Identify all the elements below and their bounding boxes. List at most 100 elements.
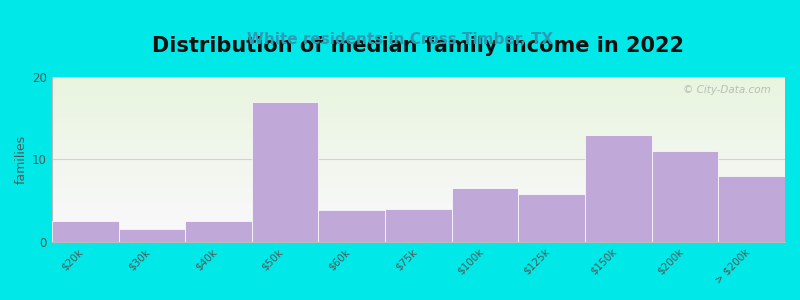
Bar xyxy=(52,77,785,78)
Bar xyxy=(52,132,785,133)
Bar xyxy=(52,82,785,83)
Bar xyxy=(52,187,785,188)
Bar xyxy=(52,184,785,185)
Bar xyxy=(52,154,785,155)
Bar xyxy=(52,106,785,107)
Bar xyxy=(52,167,785,168)
Bar xyxy=(52,174,785,175)
Bar xyxy=(52,208,785,209)
Bar xyxy=(52,228,785,229)
Bar xyxy=(52,98,785,99)
Bar xyxy=(52,97,785,98)
Bar xyxy=(52,222,785,223)
Bar xyxy=(52,168,785,169)
Bar xyxy=(52,193,785,194)
Bar xyxy=(452,188,518,242)
Bar xyxy=(52,152,785,153)
Bar xyxy=(52,101,785,102)
Bar xyxy=(52,80,785,81)
Bar xyxy=(52,214,785,215)
Bar xyxy=(52,237,785,238)
Bar xyxy=(52,218,785,219)
Bar xyxy=(52,133,785,134)
Bar xyxy=(52,183,785,184)
Bar xyxy=(52,171,785,172)
Bar xyxy=(52,201,785,202)
Bar xyxy=(52,204,785,205)
Bar xyxy=(52,103,785,104)
Bar xyxy=(118,229,185,242)
Bar xyxy=(52,216,785,217)
Bar xyxy=(52,155,785,156)
Bar xyxy=(52,92,785,93)
Bar xyxy=(52,111,785,112)
Bar xyxy=(52,149,785,150)
Bar xyxy=(52,160,785,161)
Bar xyxy=(52,124,785,125)
Bar xyxy=(52,158,785,159)
Bar xyxy=(52,114,785,115)
Bar xyxy=(52,122,785,123)
Bar xyxy=(52,115,785,116)
Bar xyxy=(52,130,785,131)
Bar xyxy=(585,135,652,242)
Bar xyxy=(52,196,785,197)
Bar xyxy=(52,157,785,158)
Bar xyxy=(52,186,785,187)
Bar xyxy=(52,86,785,87)
Bar xyxy=(52,189,785,190)
Bar xyxy=(52,91,785,92)
Bar xyxy=(52,200,785,201)
Title: Distribution of median family income in 2022: Distribution of median family income in … xyxy=(153,36,685,56)
Bar xyxy=(52,159,785,160)
Bar xyxy=(52,78,785,79)
Bar xyxy=(52,170,785,171)
Bar xyxy=(52,84,785,85)
Bar xyxy=(52,108,785,109)
Bar xyxy=(52,233,785,234)
Bar xyxy=(52,227,785,228)
Bar xyxy=(52,239,785,240)
Bar xyxy=(52,198,785,199)
Bar xyxy=(52,212,785,213)
Bar xyxy=(52,120,785,121)
Bar xyxy=(52,102,785,103)
Bar xyxy=(52,81,785,82)
Bar xyxy=(52,134,785,135)
Bar xyxy=(52,209,785,210)
Bar xyxy=(52,104,785,105)
Bar xyxy=(52,79,785,80)
Bar xyxy=(52,190,785,191)
Bar xyxy=(52,96,785,97)
Bar xyxy=(52,223,785,224)
Bar xyxy=(52,162,785,163)
Bar xyxy=(52,179,785,180)
Bar xyxy=(52,207,785,208)
Bar xyxy=(52,203,785,204)
Text: White residents in Cross Timber, TX: White residents in Cross Timber, TX xyxy=(247,32,553,46)
Bar xyxy=(52,241,785,242)
Bar xyxy=(52,229,785,230)
Bar xyxy=(52,217,785,218)
Bar xyxy=(52,220,785,221)
Bar xyxy=(318,210,385,242)
Bar xyxy=(52,95,785,96)
Bar xyxy=(52,138,785,139)
Bar xyxy=(252,102,318,242)
Bar xyxy=(52,148,785,149)
Bar xyxy=(52,199,785,200)
Bar xyxy=(52,110,785,111)
Bar xyxy=(52,112,785,113)
Bar xyxy=(52,117,785,118)
Bar xyxy=(52,192,785,193)
Bar xyxy=(52,219,785,220)
Bar xyxy=(52,180,785,181)
Bar xyxy=(52,215,785,216)
Bar xyxy=(52,119,785,120)
Bar xyxy=(52,176,785,177)
Bar xyxy=(52,205,785,206)
Bar xyxy=(52,100,785,101)
Bar xyxy=(52,175,785,176)
Bar xyxy=(52,131,785,132)
Bar xyxy=(52,147,785,148)
